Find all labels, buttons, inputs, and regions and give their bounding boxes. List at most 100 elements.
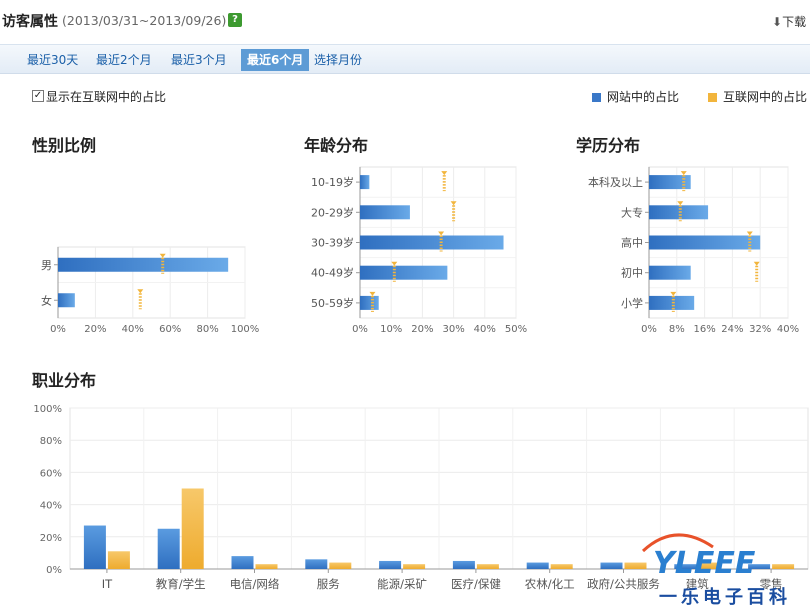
- category-label: 20-29岁: [311, 205, 354, 219]
- internet-bar: [698, 562, 721, 569]
- options-row: ✓ 显示在互联网中的占比 网站中的占比 互联网中的占比: [30, 88, 810, 106]
- site-bar: [231, 556, 254, 569]
- category-label: 大专: [621, 205, 643, 219]
- y-tick-label: 80%: [40, 436, 62, 447]
- internet-marker: [137, 289, 144, 294]
- page-title: 访客属性: [2, 14, 58, 30]
- category-label: IT: [102, 577, 113, 591]
- tab-last-3-months[interactable]: 最近3个月: [171, 53, 227, 67]
- site-bar: [379, 560, 402, 569]
- internet-bar: [772, 564, 795, 569]
- y-tick-label: 40%: [40, 501, 62, 512]
- internet-marker: [369, 291, 376, 296]
- legend-internet-swatch: [708, 93, 717, 102]
- site-bar: [649, 235, 761, 250]
- site-bar: [360, 265, 448, 280]
- category-label: 30-39岁: [311, 236, 354, 250]
- x-tick-label: 20%: [411, 324, 433, 335]
- y-tick-label: 0%: [46, 565, 62, 576]
- tab-last-6-months[interactable]: 最近6个月: [241, 49, 310, 71]
- category-label: 女: [41, 293, 52, 307]
- x-tick-label: 50%: [505, 324, 527, 335]
- x-tick-label: 30%: [442, 324, 464, 335]
- y-tick-label: 20%: [40, 533, 62, 544]
- category-label: 小学: [621, 296, 643, 310]
- x-tick-label: 100%: [231, 324, 260, 335]
- x-tick-label: 40%: [474, 324, 496, 335]
- download-button[interactable]: ⬇下载: [772, 13, 806, 30]
- internet-bar: [329, 562, 352, 569]
- tab-last-30-days[interactable]: 最近30天: [27, 53, 79, 67]
- internet-marker: [670, 291, 677, 296]
- date-range: (2013/03/31~2013/09/26): [62, 13, 227, 28]
- site-bar: [58, 257, 229, 272]
- x-tick-label: 0%: [50, 324, 66, 335]
- download-icon: ⬇: [772, 15, 783, 29]
- category-label: 本科及以上: [588, 175, 643, 189]
- show-internet-share-checkbox[interactable]: ✓: [32, 90, 44, 102]
- x-tick-label: 10%: [380, 324, 402, 335]
- x-tick-label: 16%: [693, 324, 715, 335]
- help-icon[interactable]: ?: [228, 13, 242, 27]
- x-tick-label: 80%: [196, 324, 218, 335]
- site-bar: [649, 205, 709, 220]
- watermark-logo-text: YLEEE: [653, 546, 756, 581]
- internet-marker: [159, 253, 166, 258]
- category-label: 男: [41, 259, 52, 272]
- category-label: 高中: [621, 236, 643, 250]
- internet-bar: [403, 564, 426, 569]
- x-tick-label: 0%: [641, 324, 657, 335]
- site-bar: [360, 235, 504, 250]
- page-header: 访客属性 (2013/03/31~2013/09/26) ? ⬇下载: [0, 0, 810, 40]
- category-label: 10-19岁: [311, 175, 354, 189]
- gender-chart-title: 性别比例: [32, 136, 97, 155]
- legend-internet-label: 互联网中的占比: [723, 90, 808, 104]
- site-bar: [157, 528, 180, 569]
- internet-marker: [677, 201, 684, 206]
- tab-last-2-months[interactable]: 最近2个月: [96, 53, 152, 67]
- category-label: 零售: [760, 577, 783, 591]
- category-label: 能源/采矿: [377, 577, 427, 591]
- watermark-logo: YLEEE 一乐电子百科: [641, 533, 791, 607]
- internet-bar: [107, 551, 130, 569]
- internet-bar: [624, 562, 647, 569]
- show-internet-share-label: 显示在互联网中的占比: [46, 90, 167, 104]
- internet-marker: [391, 261, 398, 266]
- category-label: 50-59岁: [311, 296, 354, 310]
- site-bar: [360, 295, 379, 310]
- internet-marker: [753, 261, 760, 266]
- y-tick-label: 60%: [40, 468, 62, 479]
- x-tick-label: 8%: [669, 324, 685, 335]
- internet-marker: [450, 201, 457, 206]
- category-label: 教育/学生: [156, 577, 206, 591]
- legend-site-label: 网站中的占比: [607, 90, 680, 104]
- gender-chart: 0% 20% 40% 60% 80% 100% 男女: [41, 246, 260, 335]
- watermark-caption: 一乐电子百科: [659, 586, 791, 607]
- internet-marker: [746, 231, 753, 236]
- legend-site: 网站中的占比: [592, 88, 679, 105]
- site-bar: [674, 564, 697, 569]
- site-bar: [526, 562, 549, 569]
- site-bar: [649, 295, 695, 310]
- category-label: 农林/化工: [525, 577, 575, 591]
- site-bar: [360, 175, 370, 190]
- x-tick-label: 40%: [122, 324, 144, 335]
- site-bar: [452, 560, 475, 569]
- x-tick-label: 0%: [352, 324, 368, 335]
- internet-bar: [550, 564, 573, 569]
- internet-marker: [438, 231, 445, 236]
- legend-site-swatch: [592, 93, 601, 102]
- internet-bar: [255, 564, 278, 569]
- education-chart-title: 学历分布: [576, 136, 641, 155]
- category-label: 初中: [621, 266, 643, 280]
- age-chart-title: 年龄分布: [304, 136, 369, 155]
- tab-select-month[interactable]: 选择月份: [314, 53, 363, 67]
- period-tabbar: 最近30天 最近2个月 最近3个月 最近6个月 选择月份: [0, 44, 810, 74]
- site-bar: [649, 265, 691, 280]
- site-bar: [748, 564, 771, 569]
- occupation-chart-title: 职业分布: [32, 371, 97, 390]
- category-label: 40-49岁: [311, 266, 354, 280]
- x-tick-label: 24%: [721, 324, 743, 335]
- site-bar: [305, 559, 328, 569]
